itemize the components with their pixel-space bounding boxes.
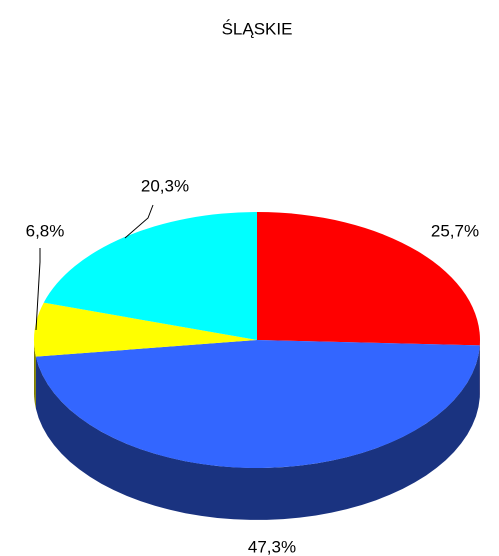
data-label: 47,3% [248,537,296,556]
data-label: 6,8% [26,221,65,240]
leader-line [35,248,41,331]
data-label: 20,3% [141,176,189,195]
chart-title: ŚLĄSKIE [222,19,293,38]
data-label: 25,7% [431,221,479,240]
slice-side [34,340,36,409]
slice [34,302,258,357]
slice [257,212,480,346]
slice-side [35,345,480,520]
leader-line [124,204,154,239]
slice [43,212,257,340]
slice [35,340,480,469]
